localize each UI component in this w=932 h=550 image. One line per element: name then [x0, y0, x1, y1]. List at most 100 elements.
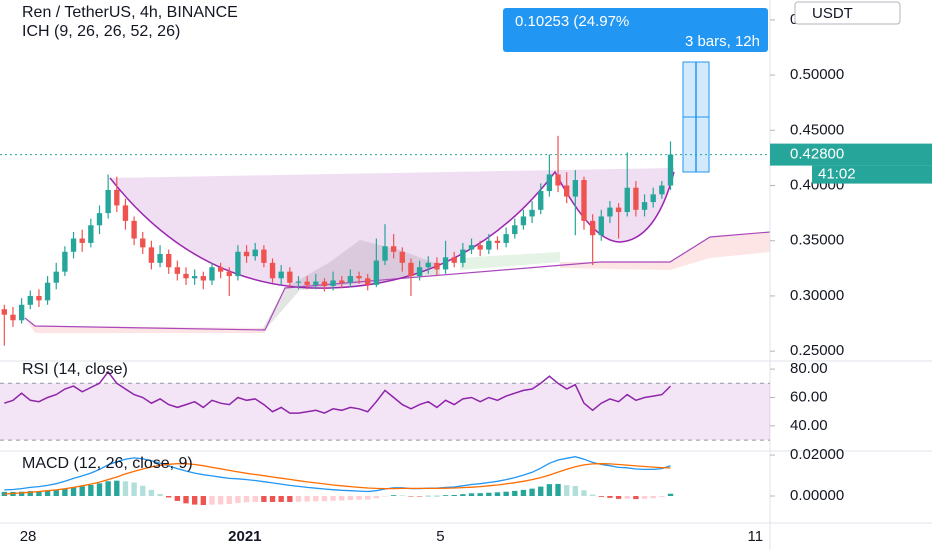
macd-histogram-bar [460, 494, 466, 497]
macd-histogram-bar [36, 491, 42, 497]
macd-histogram-bar [581, 490, 587, 497]
macd-histogram-bar [598, 496, 604, 497]
macd-histogram-bar [529, 488, 535, 497]
candle-body [468, 245, 475, 250]
macd-histogram-bar [408, 496, 414, 497]
candle-body [442, 257, 449, 270]
macd-histogram-bar [148, 489, 155, 497]
macd-histogram-bar [589, 494, 596, 497]
candle-body [425, 262, 431, 268]
candle-body [18, 304, 25, 321]
macd-histogram-bar [434, 495, 440, 497]
candle-body [191, 276, 198, 279]
cloud-bullish [460, 252, 560, 270]
macd-histogram-bar [53, 489, 59, 497]
candle-body [589, 220, 596, 236]
macd-histogram-bar [520, 489, 527, 497]
candle-body [226, 271, 232, 277]
last-price-box [770, 143, 932, 166]
macd-line [4, 456, 671, 493]
macd-histogram-bar [209, 496, 215, 505]
macd-histogram-bar [217, 496, 224, 505]
macd-histogram-bar [252, 496, 258, 502]
macd-histogram-bar [62, 488, 68, 497]
candle-body [209, 267, 215, 281]
candle-body [339, 280, 345, 283]
candle-body [10, 314, 16, 321]
macd-histogram-bar [477, 493, 483, 497]
candle-body [520, 216, 527, 226]
macd-histogram-bar [390, 495, 397, 497]
candle-body [373, 260, 380, 285]
y-tick-label: 0.50000 [790, 66, 844, 83]
candle-body [200, 276, 206, 281]
macd-histogram-bar [555, 483, 561, 497]
macd-histogram-bar [494, 492, 501, 497]
candle-body [512, 225, 518, 235]
candle-body [36, 295, 42, 301]
macd-histogram-bar [486, 492, 492, 497]
macd-histogram-bar [356, 496, 362, 500]
rsi-line [4, 370, 672, 414]
candle-body [295, 281, 302, 283]
candle-body [105, 189, 111, 214]
candle-body [390, 246, 397, 252]
macd-histogram-bar [607, 496, 613, 498]
y-tick-label: 60.00 [790, 388, 828, 405]
cloud-neutral [262, 240, 440, 330]
macd-histogram-bar [451, 494, 457, 497]
macd-histogram-bar [503, 491, 509, 497]
candle-body [79, 238, 85, 243]
candle-body [313, 281, 319, 285]
candle-body [460, 249, 466, 263]
candle-body [486, 240, 492, 250]
candle-body [88, 225, 94, 243]
candle-body [278, 271, 284, 279]
y-tick-label: 0.30000 [790, 287, 844, 304]
macd-histogram-bar [174, 496, 181, 501]
candle-body [217, 267, 224, 272]
y-tick-label: 0.00000 [790, 487, 844, 504]
candle-body [287, 271, 293, 283]
macd-histogram-bar [633, 496, 639, 500]
macd-histogram-bar [641, 496, 648, 499]
macd-histogram-bar [313, 496, 319, 502]
macd-histogram-bar [200, 496, 206, 506]
macd-histogram-bar [18, 491, 25, 497]
macd-histogram-bar [295, 496, 302, 502]
macd-histogram-bar [183, 496, 189, 504]
candle-body [157, 253, 163, 263]
candle-body [641, 202, 648, 210]
candle-body [44, 282, 51, 301]
candle-body [434, 262, 440, 270]
candle-body [261, 249, 267, 263]
candle-body [408, 262, 414, 277]
candle-body [235, 251, 241, 277]
macd-histogram-bar [27, 491, 33, 497]
candle-body [615, 207, 622, 213]
macd-histogram-bar [304, 496, 310, 502]
macd-histogram-bar [667, 493, 674, 497]
candle-body [131, 220, 137, 239]
candle-body [564, 185, 570, 197]
macd-histogram-bar [546, 484, 553, 497]
candle-body [581, 180, 587, 221]
currency-box[interactable] [794, 1, 901, 25]
macd-histogram-bar [131, 482, 137, 497]
macd-histogram-bar [96, 483, 103, 497]
candle-body [96, 213, 103, 226]
rsi-band [0, 383, 770, 441]
macd-histogram-bar [399, 495, 405, 497]
ichimoku-line [24, 231, 771, 331]
rsi-label: RSI (14, close) [22, 361, 128, 378]
macd-histogram-bar [122, 481, 129, 497]
macd-histogram-bar [365, 496, 371, 500]
candle-body [503, 234, 509, 243]
macd-histogram-bar [287, 496, 293, 502]
candle-body [382, 246, 388, 261]
candle-body [114, 189, 120, 206]
macd-histogram-bar [382, 496, 388, 497]
macd-histogram-bar [659, 496, 665, 498]
candle-body [650, 194, 656, 203]
candle-body [659, 185, 665, 195]
